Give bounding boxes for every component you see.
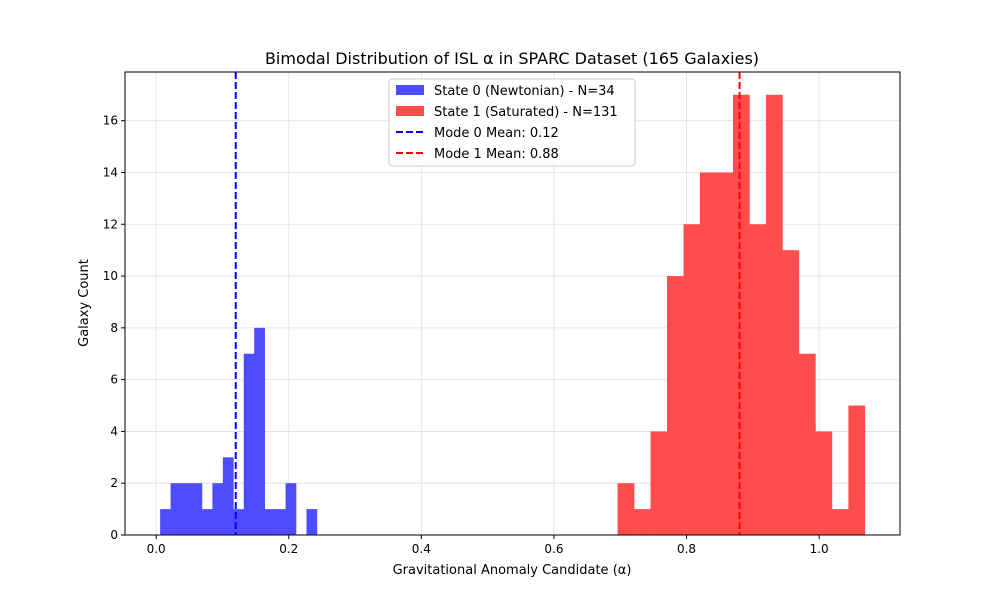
histogram-bar-state-0	[181, 483, 192, 535]
y-tick-label: 10	[103, 269, 118, 283]
x-axis-label: Gravitational Anomaly Candidate (α)	[393, 563, 632, 578]
y-tick-label: 12	[103, 217, 118, 231]
histogram-bar-state-1	[700, 172, 717, 535]
histogram-bar-state-0	[254, 327, 265, 535]
histogram-bar-state-0	[285, 483, 297, 535]
histogram-bar-state-1	[716, 172, 734, 535]
histogram-bar-state-1	[848, 405, 866, 535]
x-tick-label: 0.8	[677, 542, 696, 556]
legend-swatch	[396, 85, 424, 95]
x-tick-label: 0.0	[147, 542, 166, 556]
histogram-bar-state-0	[275, 509, 286, 535]
histogram-bar-state-1	[617, 483, 635, 535]
legend-label: State 0 (Newtonian) - N=34	[434, 84, 615, 99]
legend: State 0 (Newtonian) - N=34 State 1 (Satur…	[388, 78, 636, 167]
y-tick-label: 0	[110, 528, 118, 542]
histogram-bar-state-1	[667, 276, 684, 535]
x-tick-label: 1.0	[810, 542, 829, 556]
y-tick-label: 14	[103, 165, 118, 179]
histogram-bar-state-1	[815, 431, 833, 535]
histogram-bar-state-0	[264, 509, 276, 535]
x-tick-label: 0.4	[412, 542, 431, 556]
histogram-bar-state-1	[798, 353, 816, 535]
legend-label: Mode 1 Mean: 0.88	[434, 147, 559, 162]
legend-label: State 1 (Saturated) - N=131	[434, 105, 618, 120]
histogram-bar-state-0	[233, 509, 245, 535]
histogram-bar-state-0	[306, 509, 318, 535]
histogram-bar-state-0	[222, 457, 234, 535]
y-tick-label: 8	[110, 321, 118, 335]
legend-swatch	[396, 106, 424, 116]
plot-frame	[124, 71, 901, 536]
histogram-bar-state-1	[683, 224, 701, 535]
y-tick-label: 4	[110, 424, 118, 438]
y-tick-label: 6	[110, 373, 118, 387]
histogram-bar-state-1	[782, 250, 800, 535]
chart-title: Bimodal Distribution of ISL α in SPARC D…	[265, 49, 759, 68]
y-tick-label: 16	[103, 114, 118, 128]
legend-box	[388, 78, 636, 167]
histogram-bar-state-0	[191, 483, 203, 535]
histogram-bar-state-0	[201, 509, 213, 535]
histogram-bar-state-1	[831, 509, 849, 535]
histogram-bar-state-0	[170, 483, 182, 535]
y-tick-label: 2	[110, 476, 118, 490]
histogram-bar-state-0	[212, 483, 224, 535]
histogram-bar-state-1	[650, 431, 668, 535]
histogram-bar-state-1	[732, 94, 750, 535]
x-tick-label: 0.6	[544, 542, 563, 556]
y-axis-label: Galaxy Count	[77, 259, 92, 347]
x-tick-label: 0.2	[279, 542, 298, 556]
histogram-bar-state-1	[634, 509, 651, 535]
histogram-bar-state-0	[160, 509, 171, 535]
legend-label: Mode 0 Mean: 0.12	[434, 126, 559, 141]
histogram-bar-state-0	[243, 353, 255, 535]
histogram-bar-state-1	[765, 94, 783, 535]
histogram-bar-state-1	[749, 224, 767, 535]
